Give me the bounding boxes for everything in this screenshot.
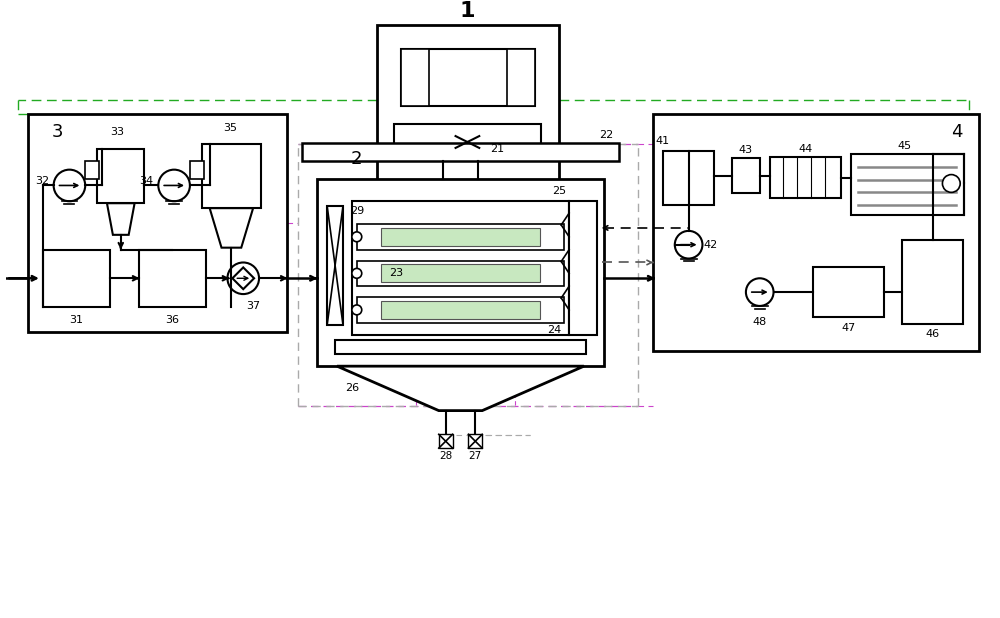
- Bar: [28, 114, 287, 332]
- Bar: [381, 228, 540, 246]
- Bar: [335, 341, 586, 354]
- Text: 34: 34: [139, 176, 154, 185]
- Text: 36: 36: [165, 315, 179, 324]
- Circle shape: [352, 305, 362, 315]
- Bar: [327, 206, 343, 324]
- Bar: [653, 114, 979, 352]
- Circle shape: [54, 170, 85, 201]
- Bar: [813, 268, 884, 317]
- Circle shape: [746, 278, 774, 306]
- Text: 29: 29: [350, 206, 364, 216]
- Text: 28: 28: [439, 451, 452, 461]
- Bar: [352, 201, 569, 334]
- Bar: [401, 49, 429, 106]
- Text: 26: 26: [345, 383, 359, 393]
- Bar: [732, 158, 760, 193]
- Bar: [139, 250, 206, 307]
- Bar: [202, 144, 261, 208]
- Circle shape: [942, 175, 960, 192]
- Text: 1: 1: [460, 1, 475, 20]
- Polygon shape: [210, 208, 253, 248]
- Text: 4: 4: [951, 123, 963, 141]
- Text: 44: 44: [798, 144, 812, 154]
- Bar: [85, 161, 99, 179]
- Bar: [302, 143, 619, 161]
- Bar: [43, 250, 110, 307]
- Text: 2: 2: [351, 150, 363, 167]
- Bar: [357, 261, 564, 286]
- Bar: [663, 151, 714, 205]
- Bar: [851, 154, 964, 215]
- Bar: [569, 201, 597, 334]
- Circle shape: [158, 170, 190, 201]
- Text: 27: 27: [469, 451, 482, 461]
- Bar: [507, 49, 535, 106]
- Circle shape: [675, 231, 702, 258]
- Bar: [357, 297, 564, 323]
- Circle shape: [352, 268, 362, 278]
- Text: 35: 35: [223, 123, 237, 133]
- Text: 46: 46: [925, 329, 940, 339]
- Bar: [394, 124, 541, 160]
- Bar: [381, 265, 540, 282]
- Text: 43: 43: [739, 145, 753, 155]
- Bar: [401, 49, 535, 106]
- Text: 31: 31: [69, 315, 83, 324]
- Bar: [902, 240, 963, 324]
- Bar: [377, 25, 559, 193]
- Circle shape: [227, 263, 259, 294]
- Text: 21: 21: [490, 144, 504, 154]
- Text: 23: 23: [389, 268, 403, 278]
- Polygon shape: [232, 268, 254, 289]
- Text: 33: 33: [110, 127, 124, 137]
- Bar: [468, 434, 482, 448]
- Text: 24: 24: [547, 324, 561, 334]
- Text: 45: 45: [898, 141, 912, 151]
- Text: 22: 22: [599, 130, 614, 140]
- Text: 3: 3: [52, 123, 63, 141]
- Bar: [381, 301, 540, 319]
- Bar: [97, 149, 144, 203]
- Bar: [317, 179, 604, 366]
- Bar: [190, 161, 204, 179]
- Text: 32: 32: [35, 176, 49, 185]
- Polygon shape: [107, 203, 135, 235]
- Text: 48: 48: [753, 317, 767, 327]
- Text: 47: 47: [841, 323, 856, 332]
- Bar: [770, 157, 841, 198]
- Text: 25: 25: [552, 187, 566, 197]
- Polygon shape: [337, 366, 584, 410]
- Bar: [357, 224, 564, 250]
- Text: 41: 41: [656, 136, 670, 146]
- Text: 37: 37: [246, 301, 260, 311]
- Text: 42: 42: [703, 240, 717, 250]
- Circle shape: [352, 232, 362, 242]
- Bar: [439, 434, 453, 448]
